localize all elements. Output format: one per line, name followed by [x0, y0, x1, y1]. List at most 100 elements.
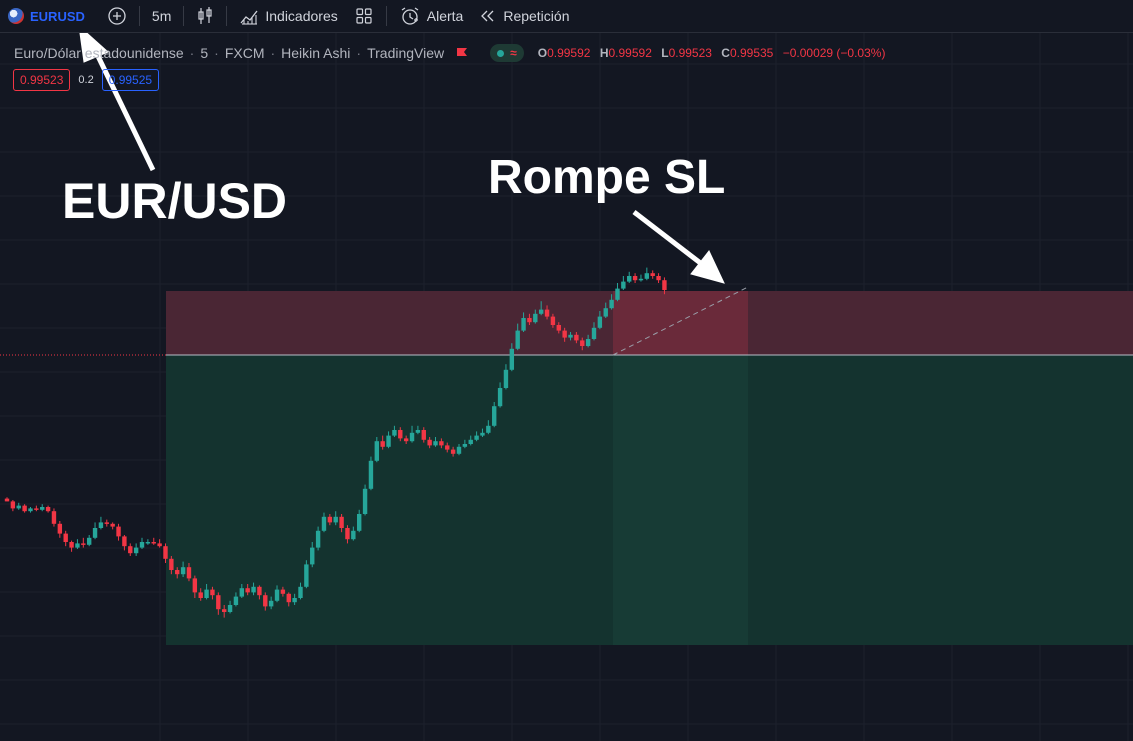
- candle-body: [128, 546, 133, 554]
- market-status-pill[interactable]: ≈: [490, 44, 524, 62]
- candle-body: [28, 508, 33, 512]
- ohlc-open: O0.99592: [538, 46, 591, 60]
- candle-body: [591, 327, 597, 339]
- candle-body: [133, 547, 139, 554]
- arrow-to-symbol: [79, 33, 156, 172]
- toolbar-divider: [138, 6, 140, 26]
- top-toolbar: EURUSD 5m Indicadores Alerta Repetición: [0, 0, 1133, 33]
- take-profit-active-zone: [613, 355, 748, 645]
- pair-annotation: EUR/USD: [62, 173, 288, 229]
- candle-body: [486, 425, 491, 433]
- layout-button[interactable]: [346, 0, 382, 32]
- legend-separator: ·: [214, 45, 219, 61]
- candle-body: [92, 528, 98, 538]
- sell-button[interactable]: 0.99523: [13, 69, 71, 91]
- candle-body: [562, 330, 567, 338]
- candle-body: [180, 567, 186, 575]
- candle-body: [186, 567, 192, 579]
- low-key: L: [661, 46, 669, 60]
- ohlc-values: O0.99592 H0.99592 L0.99523 C0.99535 −0.0…: [538, 46, 892, 60]
- candle-body: [632, 276, 638, 281]
- flag-icon[interactable]: [456, 47, 468, 59]
- stop-loss-hit-zone: [613, 291, 748, 355]
- candle-body: [492, 406, 497, 426]
- candle-body: [16, 505, 21, 509]
- legend-separator: ·: [189, 45, 195, 61]
- candle-body: [603, 308, 608, 317]
- candle-body: [116, 526, 121, 537]
- legend-exchange: FXCM: [224, 45, 265, 61]
- replay-button[interactable]: Repetición: [471, 0, 577, 32]
- candle-body: [574, 334, 579, 341]
- candle-body: [75, 543, 80, 548]
- arrow-to-symbol-head: [79, 33, 109, 63]
- candle-body: [310, 547, 315, 565]
- candle-body: [216, 595, 221, 610]
- candle-body: [221, 609, 227, 612]
- candles-icon: [198, 7, 212, 24]
- candle-body: [433, 441, 438, 446]
- indicators-icon: [239, 6, 259, 26]
- candle-body: [81, 543, 86, 545]
- candle-body: [521, 318, 526, 331]
- ohlc-low: L0.99523: [661, 46, 712, 60]
- candle-body: [398, 430, 403, 439]
- legend-interval[interactable]: 5: [200, 45, 209, 61]
- candle-body: [456, 446, 462, 454]
- candle-body: [609, 299, 614, 309]
- candle-body: [57, 523, 63, 534]
- candle-body: [122, 536, 127, 547]
- candle-body: [210, 589, 215, 596]
- candle-body: [34, 508, 39, 510]
- candle-body: [386, 435, 391, 447]
- alert-button[interactable]: Alerta: [391, 0, 472, 32]
- candle-body: [169, 558, 174, 570]
- candle-body: [662, 280, 667, 290]
- buy-button[interactable]: 0.99525: [101, 69, 160, 91]
- candle-body: [280, 589, 286, 594]
- candle-body: [533, 313, 538, 323]
- candle-body: [345, 528, 350, 540]
- candle-body: [286, 593, 291, 603]
- candle-body: [304, 564, 309, 587]
- candle-body: [274, 589, 280, 601]
- candle-body: [415, 430, 421, 433]
- candle-body: [615, 288, 620, 300]
- symbol-selector[interactable]: EURUSD: [0, 0, 93, 32]
- candle-body: [480, 432, 485, 436]
- chart-style-button[interactable]: [188, 0, 222, 32]
- candle-body: [509, 348, 515, 370]
- interval-button[interactable]: 5m: [151, 8, 172, 24]
- quote-buttons: 0.99523 0.2 0.99525: [13, 69, 160, 91]
- legend-symbol-title[interactable]: Euro/Dólar estadounidense: [14, 45, 184, 61]
- candle-body: [163, 546, 168, 559]
- candle-body: [245, 588, 250, 593]
- candle-body: [380, 441, 385, 447]
- candle-body: [98, 522, 104, 528]
- data-delay-icon: ≈: [510, 46, 517, 60]
- compare-symbol-button[interactable]: [99, 0, 135, 32]
- candle-body: [362, 488, 368, 514]
- spread-value: 0.2: [78, 74, 94, 86]
- arrow-to-breakout: [632, 210, 725, 284]
- candle-body: [175, 570, 180, 575]
- plus-circle-icon: [108, 7, 126, 25]
- candle-body: [10, 501, 16, 509]
- candle-body: [580, 340, 585, 346]
- candle-body: [257, 586, 262, 596]
- toolbar-divider: [183, 6, 185, 26]
- close-key: C: [721, 46, 730, 60]
- candle-body: [327, 516, 333, 523]
- candle-body: [251, 586, 256, 593]
- symbol-label: EURUSD: [30, 8, 85, 24]
- candle-body: [503, 369, 509, 388]
- candle-body: [198, 592, 203, 598]
- candle-body: [40, 507, 45, 510]
- price-chart[interactable]: [0, 33, 1133, 741]
- candle-body: [22, 505, 27, 512]
- candle-body: [527, 318, 532, 323]
- candle-body: [339, 516, 344, 528]
- candle-body: [351, 530, 356, 540]
- candle-body: [497, 388, 503, 407]
- indicators-button[interactable]: Indicadores: [231, 0, 345, 32]
